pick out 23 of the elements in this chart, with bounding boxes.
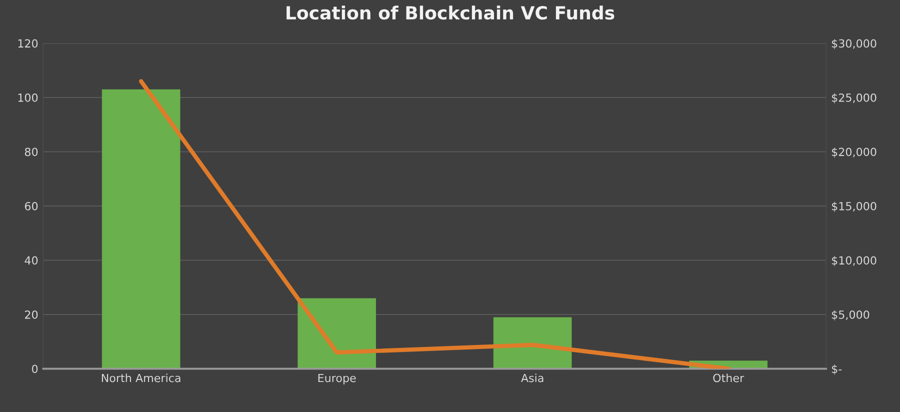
y2-tick-label: $20,000	[832, 148, 876, 158]
line-series	[138, 79, 730, 369]
chart-title: Location of Blockchain VC Funds	[286, 6, 614, 20]
bar	[493, 317, 572, 369]
y-tick-label: 0	[32, 364, 38, 374]
bar	[102, 89, 180, 369]
y-tick-label: 120	[18, 39, 38, 48]
y2-tick-label: $10,000	[832, 256, 876, 266]
y-tick-label: 100	[18, 93, 38, 102]
y-tick-label: 20	[25, 310, 38, 319]
y2-tick-label: $-	[832, 364, 842, 375]
y-tick-label: 60	[24, 202, 38, 210]
y2-tick-label: $15,000	[832, 202, 876, 212]
bar	[298, 298, 376, 369]
y2-tick-label: $5,000	[832, 310, 870, 320]
y-tick-label: 80	[24, 148, 38, 156]
y2-tick-label: $30,000	[832, 39, 876, 50]
y-tick-label: 40	[24, 256, 38, 265]
x-tick-label: North America	[102, 374, 180, 382]
x-tick-label: Europe	[318, 374, 356, 384]
x-tick-label: Other	[713, 374, 744, 382]
y2-tick-label: $25,000	[832, 93, 876, 104]
x-tick-label: Asia	[521, 374, 544, 382]
